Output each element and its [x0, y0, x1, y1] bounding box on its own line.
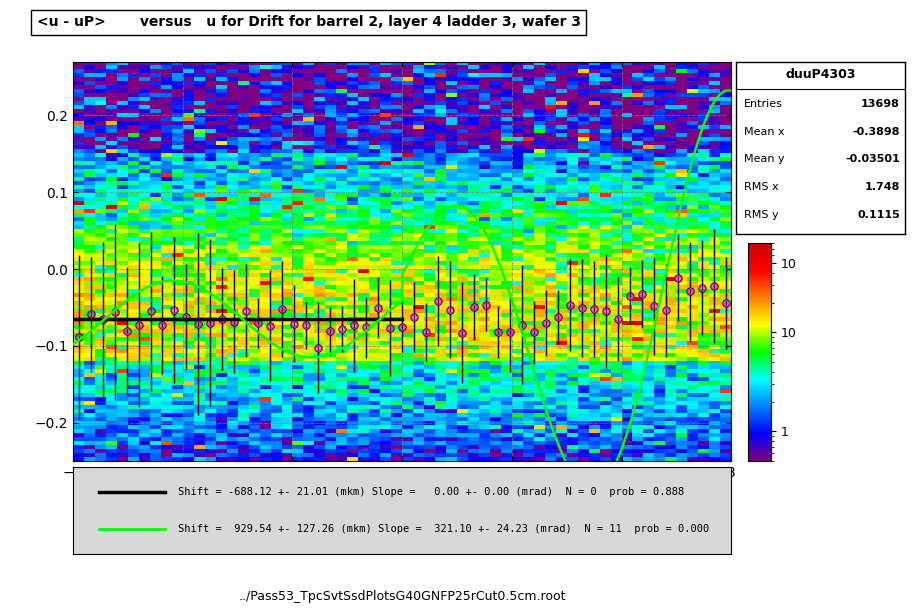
Text: <u - uP>       versus   u for Drift for barrel 2, layer 4 ladder 3, wafer 3: <u - uP> versus u for Drift for barrel 2…: [37, 15, 580, 30]
Text: Shift =  929.54 +- 127.26 (mkm) Slope =  321.10 +- 24.23 (mrad)  N = 11  prob = : Shift = 929.54 +- 127.26 (mkm) Slope = 3…: [178, 525, 709, 534]
Text: 0.1115: 0.1115: [857, 210, 899, 220]
Text: RMS x: RMS x: [744, 182, 779, 192]
Text: Shift = -688.12 +- 21.01 (mkm) Slope =   0.00 +- 0.00 (mrad)  N = 0  prob = 0.88: Shift = -688.12 +- 21.01 (mkm) Slope = 0…: [178, 486, 685, 496]
Text: RMS y: RMS y: [744, 210, 779, 220]
Text: 13698: 13698: [861, 100, 899, 109]
Text: Mean x: Mean x: [744, 127, 785, 137]
Text: ../Pass53_TpcSvtSsdPlotsG40GNFP25rCut0.5cm.root: ../Pass53_TpcSvtSsdPlotsG40GNFP25rCut0.5…: [239, 590, 566, 603]
Text: Entries: Entries: [744, 100, 783, 109]
Text: -0.03501: -0.03501: [845, 154, 899, 164]
Text: 1.748: 1.748: [865, 182, 899, 192]
Text: -0.3898: -0.3898: [852, 127, 899, 137]
Text: Mean y: Mean y: [744, 154, 785, 164]
Text: duuP4303: duuP4303: [785, 68, 856, 81]
